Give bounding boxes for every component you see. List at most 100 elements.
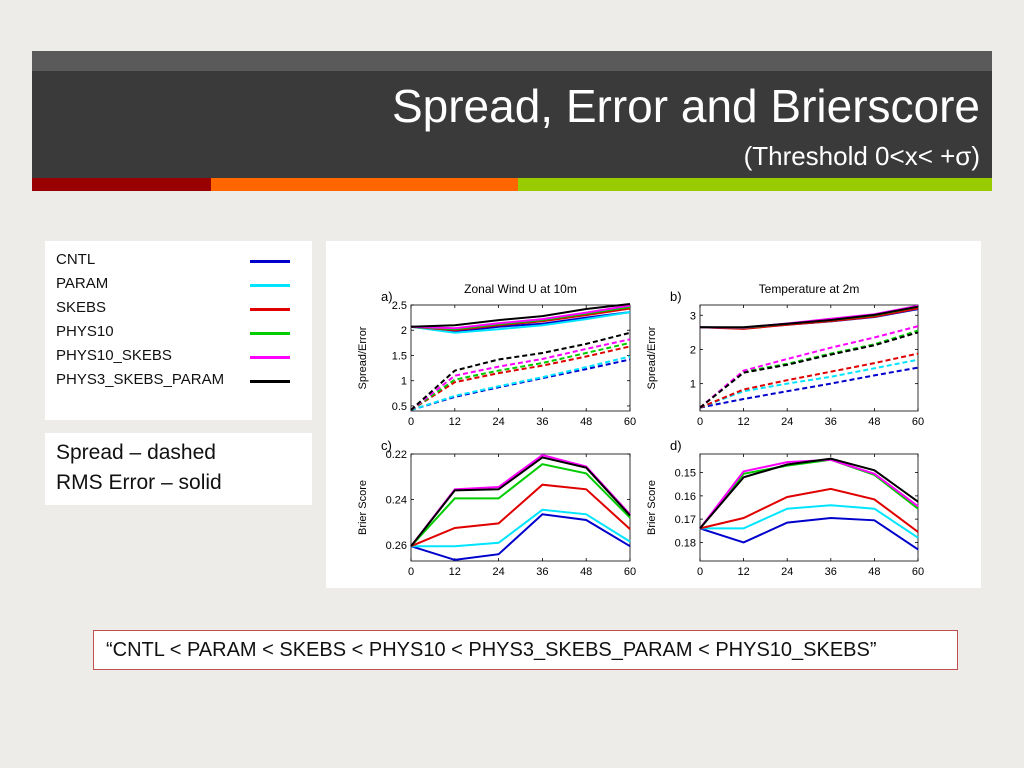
series-line-param-dashed (699, 358, 919, 409)
accent-segment-green (518, 178, 992, 191)
series-line-skebs-dashed (410, 345, 631, 411)
figure-panel: 0 12 24 36 48 60 0.5 1 1.5 2 2.5 a) Zonal Wind U at … (326, 241, 981, 588)
legend-swatch (250, 332, 290, 335)
y-tick-label: 0.5 (392, 401, 407, 413)
y-tick-label: 2 (401, 325, 407, 337)
series-line-param-dashed (410, 355, 631, 411)
legend-swatch (250, 308, 290, 311)
panel-letter: c) (381, 438, 392, 453)
legend-item: CNTL (56, 250, 306, 272)
x-tick-label: 12 (449, 566, 461, 578)
x-tick-label: 60 (912, 416, 924, 428)
y-axis-label: Brier Score (646, 480, 658, 535)
series-line-phys3-skebs-param-dashed (699, 331, 919, 409)
series-legend: CNTL PARAM SKEBS PHYS10 PHYS10_SKEBS PHY… (45, 241, 312, 420)
legend-label: PHYS10 (56, 323, 114, 340)
series-line-phys10-skebs-dashed (699, 325, 919, 409)
y-tick-label: 3 (690, 310, 696, 322)
x-tick-label: 48 (580, 566, 592, 578)
plot-frame (410, 304, 631, 412)
legend-label: PHYS10_SKEBS (56, 347, 172, 364)
series-line-cntl-solid (410, 513, 631, 561)
legend-swatch (250, 284, 290, 287)
series-line-phys3-skebs-param-solid (410, 456, 631, 547)
series-line-skebs-solid (699, 487, 919, 533)
chart-svg: 0 12 24 36 48 600.511.522.5a) Zonal Wind U at … (357, 282, 924, 578)
x-tick-label: 12 (449, 416, 461, 428)
series-line-cntl-dashed (699, 366, 919, 409)
x-tick-label: 0 (408, 416, 414, 428)
x-tick-label: 0 (408, 566, 414, 578)
series-line-cntl-solid (699, 516, 919, 551)
x-tick-label: 60 (912, 566, 924, 578)
series-line-phys10-skebs-solid (410, 304, 631, 330)
x-tick-label: 60 (624, 566, 636, 578)
x-tick-label: 36 (825, 566, 837, 578)
y-axis-label: Spread/Error (646, 326, 658, 389)
slide-header: Spread, Error and Brierscore (Threshold … (32, 71, 992, 178)
note-spread: Spread – dashed (56, 441, 216, 464)
panel-letter: a) (381, 289, 393, 304)
x-tick-label: 60 (624, 416, 636, 428)
series-line-param-solid (410, 311, 631, 334)
y-tick-label: 0.26 (386, 540, 407, 552)
series-line-phys3-skebs-param-dashed (410, 331, 631, 411)
ranking-box: “CNTL < PARAM < SKEBS < PHYS10 < PHYS3_S… (93, 630, 958, 670)
line-style-note: Spread – dashed RMS Error – solid (45, 433, 312, 505)
series-line-phys10-solid (699, 305, 919, 329)
series-line-phys10-skebs-solid (699, 304, 919, 329)
x-tick-label: 36 (536, 416, 548, 428)
x-tick-label: 0 (697, 416, 703, 428)
legend-swatch (250, 356, 290, 359)
panel-letter: b) (670, 289, 682, 304)
legend-swatch (250, 260, 290, 263)
x-tick-label: 48 (580, 416, 592, 428)
legend-item: PHYS10 (56, 322, 306, 344)
slide-subtitle: (Threshold 0<x< +σ) (743, 141, 980, 171)
x-tick-label: 36 (536, 566, 548, 578)
legend-label: PHYS3_SKEBS_PARAM (56, 371, 225, 388)
x-tick-label: 12 (737, 416, 749, 428)
x-tick-label: 36 (825, 416, 837, 428)
ranking-text: “CNTL < PARAM < SKEBS < PHYS10 < PHYS3_S… (106, 639, 877, 661)
legend-label: CNTL (56, 251, 96, 268)
y-tick-label: 0.18 (675, 537, 696, 549)
y-tick-label: 2.5 (392, 300, 407, 312)
y-tick-label: 0.24 (386, 495, 407, 507)
y-tick-label: 1 (401, 376, 407, 388)
x-tick-label: 0 (697, 566, 703, 578)
panel-letter: d) (670, 438, 682, 453)
x-tick-label: 24 (492, 566, 504, 578)
panel-title: Temperature at 2m (759, 282, 860, 296)
x-tick-label: 48 (868, 566, 880, 578)
series-line-param-solid (411, 508, 631, 548)
series-line-param-solid (700, 504, 919, 539)
series-line-phys10-skebs-dashed (410, 338, 631, 411)
y-tick-label: 0.15 (675, 468, 696, 480)
legend-swatch (250, 380, 290, 383)
y-tick-label: 1 (690, 379, 696, 391)
y-tick-label: 0.22 (386, 449, 407, 461)
plot-frame (410, 453, 631, 562)
plot-frame (699, 304, 919, 412)
series-line-phys3-skebs-param-solid (699, 457, 919, 530)
x-tick-label: 48 (868, 416, 880, 428)
accent-segment-orange (211, 178, 518, 191)
legend-label: SKEBS (56, 299, 107, 316)
series-line-skebs-solid (410, 483, 631, 548)
legend-label: PARAM (56, 275, 109, 292)
series-line-phys10-solid (699, 458, 919, 530)
accent-bar (32, 178, 992, 191)
legend-item: PHYS3_SKEBS_PARAM (56, 370, 306, 392)
y-axis-label: Spread/Error (357, 326, 369, 389)
series-line-phys10-skebs-solid (699, 458, 919, 530)
series-line-skebs-dashed (699, 352, 919, 409)
x-tick-label: 24 (492, 416, 504, 428)
accent-segment-red (32, 178, 211, 191)
legend-item: SKEBS (56, 298, 306, 320)
y-tick-label: 0.16 (675, 491, 696, 503)
x-tick-label: 12 (737, 566, 749, 578)
y-tick-label: 0.17 (675, 514, 696, 526)
legend-item: PHYS10_SKEBS (56, 346, 306, 368)
note-error: RMS Error – solid (56, 471, 222, 494)
